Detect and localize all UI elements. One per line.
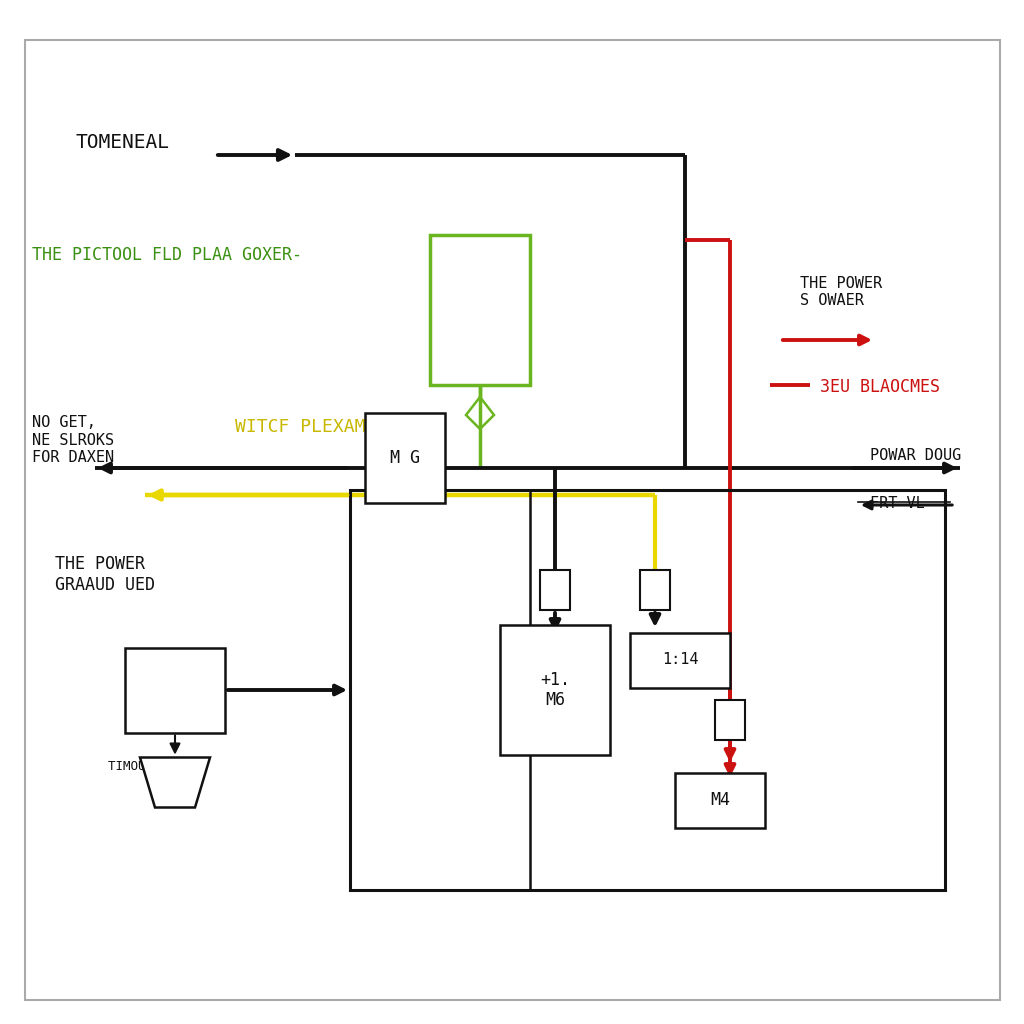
Text: POWAR DOUG: POWAR DOUG (870, 449, 962, 463)
Text: THE PICTOOL FLD PLAA GOXER-: THE PICTOOL FLD PLAA GOXER- (32, 246, 302, 264)
Text: +1.
M6: +1. M6 (540, 671, 570, 710)
Text: 1:14: 1:14 (662, 652, 698, 668)
Bar (640, 570, 670, 610)
Bar (540, 570, 570, 610)
Bar (630, 633, 730, 687)
Polygon shape (140, 758, 210, 808)
Text: FRT VL: FRT VL (870, 496, 925, 511)
Text: TIMOUE SED: TIMOUE SED (108, 760, 183, 773)
Text: M G: M G (390, 449, 420, 467)
Text: M4: M4 (710, 791, 730, 809)
Bar (675, 772, 765, 827)
Text: NO GET,
NE SLROKS
FOR DAXEN: NO GET, NE SLROKS FOR DAXEN (32, 415, 114, 465)
Text: WITCF PLEXAMEN:: WITCF PLEXAMEN: (234, 418, 398, 436)
Bar (430, 234, 530, 385)
Bar (715, 700, 745, 740)
Text: TOMENEAL: TOMENEAL (75, 133, 169, 152)
Bar (350, 490, 945, 890)
Text: 3EU BLAOCMES: 3EU BLAOCMES (820, 378, 940, 396)
Bar (125, 647, 225, 732)
Text: THE POWER
S OWAER: THE POWER S OWAER (800, 275, 882, 308)
Bar (500, 625, 610, 755)
Bar (365, 413, 445, 503)
Text: THE POWER
GRAAUD UED: THE POWER GRAAUD UED (55, 555, 155, 594)
